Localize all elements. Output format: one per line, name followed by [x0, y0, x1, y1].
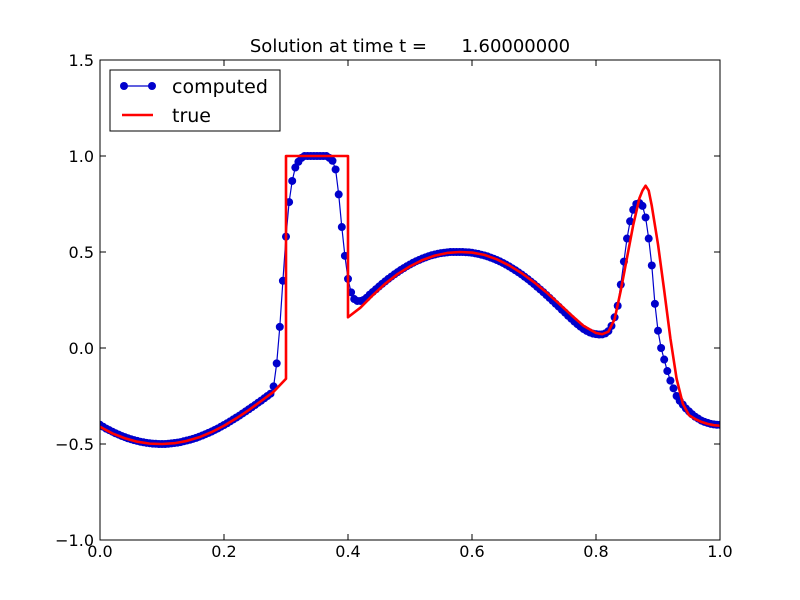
data-point-computed	[288, 176, 297, 185]
data-point-computed	[647, 261, 656, 270]
chart-title: Solution at time t = 1.60000000	[250, 36, 570, 57]
x-tick-label: 0.2	[211, 542, 236, 561]
y-tick-label: −0.5	[55, 435, 94, 454]
data-point-computed	[654, 326, 662, 335]
data-point-computed	[660, 355, 669, 364]
y-tick-label: 1.0	[69, 147, 94, 166]
x-tick-label: 0.4	[335, 542, 360, 561]
y-tick-label: −1.0	[55, 531, 94, 550]
data-point-computed	[663, 367, 672, 376]
data-point-computed	[328, 156, 337, 165]
ticks-layer: 0.0 0.2 0.4 0.6 0.8 1.0 −1.0 −0.5 0.0 0.5 1.0 1.5	[55, 51, 733, 561]
data-point-computed	[331, 165, 340, 174]
legend: computed true	[109, 69, 281, 132]
data-point-computed	[641, 213, 650, 222]
x-tick-label: 1.0	[707, 542, 732, 561]
x-tick-label: 0.8	[583, 542, 608, 561]
data-point-computed	[334, 190, 343, 199]
legend-label-computed: computed	[172, 76, 268, 98]
x-tick-label: 0.6	[459, 542, 484, 561]
data-point-computed	[650, 299, 659, 308]
data-point-computed	[666, 376, 675, 385]
data-point-computed	[638, 201, 647, 210]
data-point-computed	[272, 359, 281, 368]
y-tick-label: 1.5	[69, 51, 94, 70]
legend-box	[109, 69, 281, 132]
legend-computed-marker-right	[148, 82, 156, 90]
data-point-computed	[275, 322, 284, 331]
series-line-true	[100, 154, 720, 446]
y-tick-label: 0.5	[69, 243, 94, 262]
data-point-computed	[337, 223, 346, 232]
y-tick-label: 0.0	[69, 339, 94, 358]
legend-computed-marker-left	[120, 82, 128, 90]
legend-label-true: true	[172, 105, 211, 127]
data-point-computed	[626, 217, 635, 226]
data-point-computed	[669, 384, 678, 393]
x-tick-label: 0.0	[87, 542, 112, 561]
data-point-computed	[657, 344, 666, 352]
plot-frame	[99, 59, 721, 541]
data-point-computed	[644, 234, 653, 243]
series-layer	[100, 152, 720, 448]
